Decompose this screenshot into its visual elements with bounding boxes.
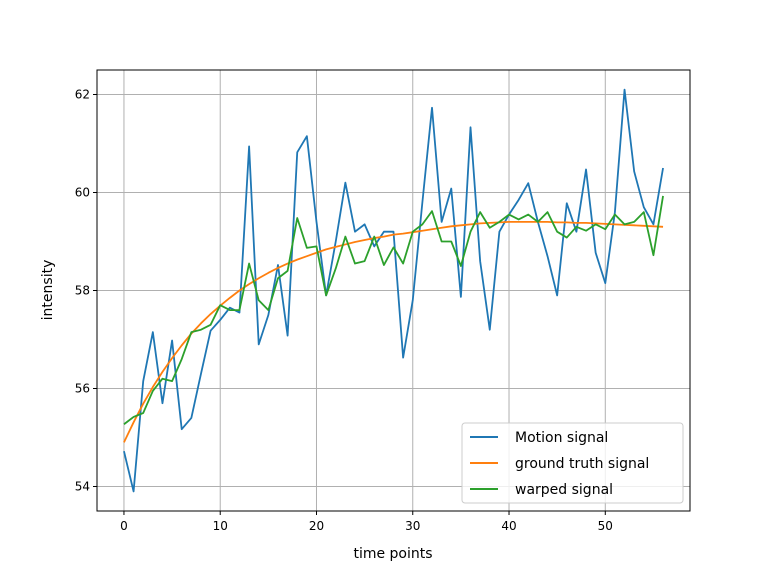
x-tick-label: 50 <box>598 519 613 533</box>
y-tick-label: 62 <box>75 88 90 102</box>
x-axis-label: time points <box>353 546 432 562</box>
x-tick-label: 0 <box>120 519 128 533</box>
legend-label-warped-signal: warped signal <box>515 482 613 498</box>
series-line-ground-truth-signal <box>124 222 663 443</box>
y-tick-label: 56 <box>75 382 90 396</box>
x-tick-label: 20 <box>309 519 324 533</box>
y-axis-label: intensity <box>40 260 56 321</box>
x-tick-label: 30 <box>405 519 420 533</box>
legend: Motion signal ground truth signal warped s… <box>462 423 683 503</box>
x-tick-label: 10 <box>213 519 228 533</box>
x-tick-label: 40 <box>501 519 516 533</box>
legend-label-motion-signal: Motion signal <box>515 430 608 446</box>
legend-label-ground-truth-signal: ground truth signal <box>515 456 649 472</box>
y-tick-label: 58 <box>75 284 90 298</box>
y-tick-label: 54 <box>75 480 90 494</box>
y-tick-label: 60 <box>75 186 90 200</box>
series-line-warped-signal <box>124 196 663 424</box>
